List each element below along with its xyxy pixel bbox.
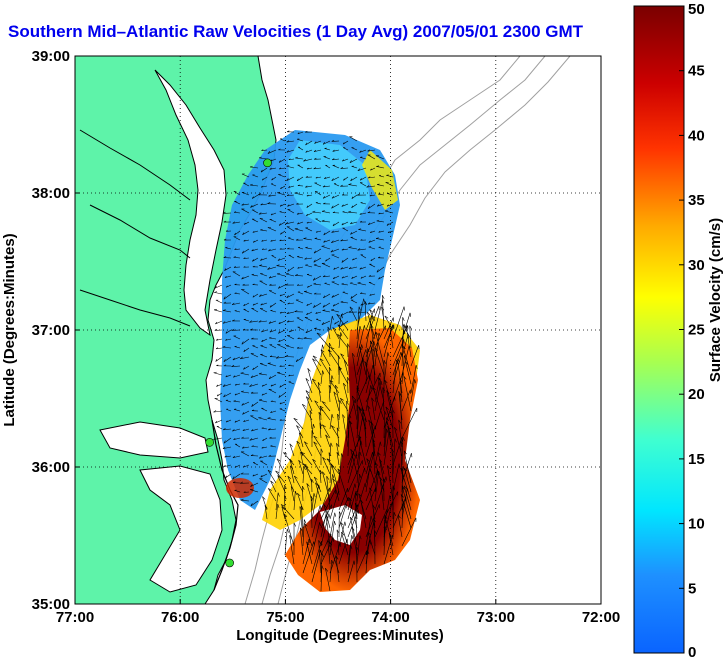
y-tick-label: 37:00 — [32, 322, 70, 339]
x-tick-label: 77:00 — [56, 609, 94, 626]
colorbar-tick-label: 35 — [688, 192, 705, 209]
rappahannock-river — [89, 204, 191, 259]
y-axis-label: Latitude (Degrees:Minutes) — [1, 233, 18, 426]
x-axis-label: Longitude (Degrees:Minutes) — [236, 627, 444, 644]
velocity-gap — [320, 505, 362, 545]
x-tick-label: 74:00 — [371, 609, 409, 626]
y-axis-ticks: 35:00 36:00 37:00 38:00 39:00 — [32, 48, 80, 613]
x-axis-ticks: 77:00 76:00 75:00 74:00 73:00 72:00 — [56, 599, 620, 626]
radar-station-marker — [263, 158, 272, 168]
velocity-mid-patches — [288, 140, 370, 230]
colorbar: 0 5 10 15 20 25 30 35 40 45 50 Surface Velocity (c… — [633, 1, 724, 659]
x-tick-label: 76:00 — [161, 609, 199, 626]
colorbar-tick-label: 20 — [688, 386, 705, 403]
radar-station-marker — [225, 558, 234, 568]
pamlico-sound — [139, 465, 223, 593]
colorbar-tick-label: 5 — [688, 580, 696, 597]
colorbar-tick-label: 15 — [688, 451, 705, 468]
velocity-hotspot — [226, 478, 254, 498]
x-tick-label: 75:00 — [266, 609, 304, 626]
colorbar-ticks: 0 5 10 15 20 25 30 35 40 45 50 — [679, 1, 705, 659]
y-tick-label: 36:00 — [32, 459, 70, 476]
velocity-north-edge — [362, 150, 398, 210]
albemarle-sound — [99, 421, 209, 459]
y-tick-label: 39:00 — [32, 48, 70, 65]
velocity-vectors — [213, 130, 420, 592]
colorbar-gradient — [633, 5, 685, 654]
colorbar-label: Surface Velocity (cm/s) — [707, 218, 724, 382]
y-tick-label: 38:00 — [32, 185, 70, 202]
colorbar-tick-label: 0 — [688, 644, 696, 659]
chesapeake-bay — [154, 69, 227, 337]
colorbar-tick-label: 25 — [688, 322, 705, 339]
colorbar-tick-label: 10 — [688, 516, 705, 533]
radar-stations — [205, 158, 272, 568]
map-plot-area — [74, 55, 602, 605]
colorbar-tick-label: 45 — [688, 63, 705, 80]
x-tick-label: 72:00 — [582, 609, 620, 626]
outer-banks — [211, 419, 239, 591]
x-tick-label: 73:00 — [477, 609, 515, 626]
map-grid — [75, 56, 601, 604]
radar-station-marker — [205, 438, 214, 447]
colorbar-tick-label: 30 — [688, 257, 705, 274]
potomac-river — [79, 129, 191, 201]
james-river — [79, 289, 191, 327]
colorbar-tick-label: 50 — [688, 1, 705, 18]
y-tick-label: 35:00 — [32, 596, 70, 613]
colorbar-tick-label: 40 — [688, 127, 705, 144]
map-title: Southern Mid–Atlantic Raw Velocities (1 … — [8, 22, 584, 41]
